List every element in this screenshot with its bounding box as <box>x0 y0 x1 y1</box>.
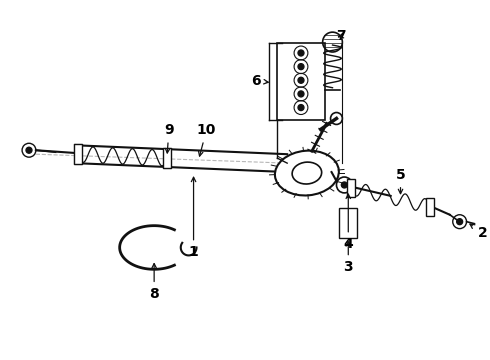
Text: 4: 4 <box>343 194 353 252</box>
Text: 8: 8 <box>149 264 159 301</box>
Text: 1: 1 <box>189 177 198 260</box>
Circle shape <box>457 219 463 225</box>
Circle shape <box>298 105 304 111</box>
Text: 2: 2 <box>470 224 487 240</box>
Ellipse shape <box>292 162 321 184</box>
Circle shape <box>298 50 304 56</box>
Circle shape <box>342 182 347 188</box>
Text: 6: 6 <box>251 74 268 88</box>
Circle shape <box>298 64 304 69</box>
Circle shape <box>298 77 304 83</box>
Text: 3: 3 <box>343 242 353 274</box>
Bar <box>163 148 171 168</box>
Bar <box>277 43 325 121</box>
Text: 7: 7 <box>337 29 346 43</box>
Text: 9: 9 <box>164 123 174 153</box>
Circle shape <box>26 147 32 153</box>
Bar <box>347 179 355 197</box>
Ellipse shape <box>275 150 339 195</box>
Circle shape <box>298 91 304 97</box>
Text: 5: 5 <box>395 168 405 194</box>
Bar <box>74 144 82 164</box>
Bar <box>426 198 434 216</box>
Text: 10: 10 <box>196 123 216 156</box>
Bar <box>340 208 357 238</box>
